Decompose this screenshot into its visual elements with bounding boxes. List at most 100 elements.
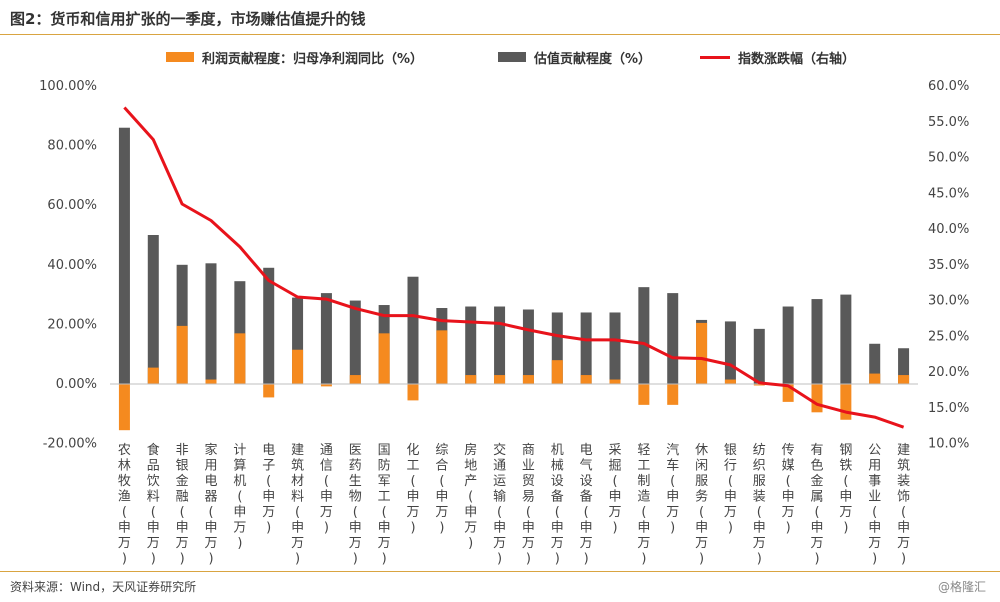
bar-valuation [724, 321, 736, 384]
bar-profit [465, 375, 477, 384]
x-tick-label: 商业贸易(申万) [522, 443, 535, 567]
y-right-tick-label: 60.0% [928, 79, 969, 94]
x-tick-label: 电子(申万) [262, 443, 275, 536]
bar-profit [176, 325, 188, 384]
bar-valuation [292, 297, 304, 384]
x-tick-label: 传媒(申万) [782, 443, 795, 536]
y-right-tick-label: 25.0% [928, 329, 969, 344]
x-tick-label: 机械设备(申万) [551, 443, 564, 567]
bar-valuation [147, 235, 159, 384]
combo-chart: -20.00% 0.00% 20.00% 40.00% 60.00% 80.00% 100.… [39, 79, 969, 567]
bar-profit [205, 379, 217, 384]
bar-profit [667, 384, 679, 405]
x-tick-label: 通信(申万) [320, 443, 333, 536]
bar-profit [292, 349, 304, 384]
bar-profit [378, 333, 390, 384]
y-left-tick-label: 80.00% [47, 139, 97, 154]
legend-label-valuation: 估值贡献程度（%） [534, 51, 652, 67]
y-right-tick-label: 35.0% [928, 258, 969, 273]
bar-valuation [522, 309, 534, 384]
bar-profit [234, 333, 246, 384]
bar-valuation [234, 281, 246, 384]
bar-profit [609, 379, 621, 384]
legend-item-index: 指数涨跌幅（右轴） [700, 46, 855, 68]
bar-valuation [753, 328, 765, 384]
bar-profit [580, 375, 592, 384]
x-tick-label: 纺织服装(申万) [753, 443, 766, 567]
y-right-tick-label: 30.0% [928, 294, 969, 309]
x-tick-label: 采掘(申万) [608, 443, 621, 536]
bar-profit [494, 375, 506, 384]
x-tick-label: 食品饮料(申万) [147, 442, 160, 567]
y-right-tick-label: 10.0% [928, 437, 969, 452]
bar-profit [349, 375, 361, 384]
bar-valuation [638, 287, 650, 384]
bar-valuation [898, 348, 910, 384]
x-tick-label: 轻工制造(申万) [637, 443, 650, 567]
legend: 利润贡献程度：归母净利润同比（%） 估值贡献程度（%） 指数涨跌幅（右轴） [0, 46, 1000, 68]
bar-valuation [205, 263, 217, 384]
legend-item-valuation: 估值贡献程度（%） [498, 46, 651, 68]
y-right-tick-label: 45.0% [928, 186, 969, 201]
bar-valuation [840, 294, 852, 384]
y-left-tick-label: 100.00% [39, 79, 97, 94]
x-tick-label: 钢铁(申万) [839, 443, 852, 536]
y-right-tick-label: 15.0% [928, 401, 969, 416]
bar-profit [696, 322, 708, 384]
x-tick-label: 银行(申万) [724, 443, 737, 536]
bar-valuation [263, 267, 275, 384]
bar-profit [898, 375, 910, 384]
bar-profit [263, 384, 275, 398]
x-tick-label: 农林牧渔(申万) [118, 443, 131, 567]
chart-title: 图2：货币和信用扩张的一季度，市场赚估值提升的钱 [10, 10, 366, 28]
y-left-tick-label: 60.00% [47, 198, 97, 213]
bar-valuation [811, 299, 823, 384]
legend-swatch-index [700, 55, 730, 59]
legend-swatch-valuation [498, 52, 526, 62]
bar-profit [436, 330, 448, 384]
bar-profit [522, 375, 534, 384]
y-right-tick-label: 50.0% [928, 151, 969, 166]
bar-valuation [782, 306, 794, 384]
source-note: 资料来源：Wind，天风证券研究所 [10, 580, 197, 594]
x-tick-label: 综合(申万) [435, 443, 448, 536]
series-line-index [123, 106, 905, 429]
bottom-rule [0, 571, 1000, 572]
top-rule [0, 34, 1000, 35]
bar-valuation [580, 312, 592, 384]
x-tick-label: 建筑装饰(申万) [897, 443, 910, 567]
x-tick-label: 房地产(申万) [464, 442, 477, 551]
x-tick-label: 非银金融(申万) [176, 443, 189, 567]
bar-profit [811, 384, 823, 413]
bar-profit [147, 367, 159, 384]
x-tick-label: 交通运输(申万) [493, 442, 506, 567]
bar-profit [118, 384, 130, 431]
x-tick-label: 家用电器(申万) [204, 442, 217, 567]
y-right-tick-label: 55.0% [928, 115, 969, 130]
bar-profit [724, 379, 736, 384]
x-tick-label: 建筑材料(申万) [291, 443, 304, 567]
x-tick-label: 汽车(申万) [666, 443, 679, 536]
x-tick-label: 化工(申万) [406, 443, 419, 536]
x-tick-label: 医药生物(申万) [349, 443, 362, 567]
bar-profit [869, 373, 881, 384]
legend-label-profit: 利润贡献程度：归母净利润同比（%） [202, 51, 424, 67]
x-tick-label: 公用事业(申万) [868, 443, 881, 567]
bar-profit [753, 384, 765, 386]
bar-valuation [465, 306, 477, 384]
legend-swatch-profit [166, 52, 194, 62]
bar-valuation [869, 343, 881, 384]
x-tick-label: 电气设备(申万) [580, 443, 593, 567]
watermark: @格隆汇 [937, 580, 986, 594]
bar-valuation [349, 300, 361, 384]
bar-profit [782, 384, 794, 402]
y-right-tick-label: 40.0% [928, 222, 969, 237]
bar-valuation [407, 276, 419, 384]
bar-valuation [494, 306, 506, 384]
bar-valuation [176, 264, 188, 384]
y-left-tick-label: 0.00% [56, 377, 97, 392]
x-tick-label: 有色金属(申万) [810, 443, 823, 567]
y-left-tick-label: 40.00% [47, 258, 97, 273]
bar-profit [638, 384, 650, 405]
bar-profit [407, 384, 419, 401]
